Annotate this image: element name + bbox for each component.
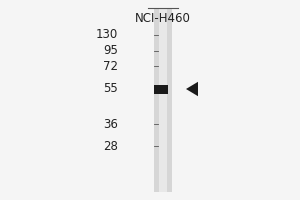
- Polygon shape: [186, 82, 198, 96]
- Text: NCI-H460: NCI-H460: [135, 12, 191, 25]
- Text: 36: 36: [103, 117, 118, 130]
- Text: 130: 130: [96, 28, 118, 42]
- Bar: [154, 84, 168, 94]
- Text: 28: 28: [103, 140, 118, 152]
- Text: 95: 95: [103, 45, 118, 58]
- Bar: [154, 8, 172, 192]
- Text: 55: 55: [103, 82, 118, 96]
- Text: 72: 72: [103, 60, 118, 72]
- Bar: [159, 8, 167, 192]
